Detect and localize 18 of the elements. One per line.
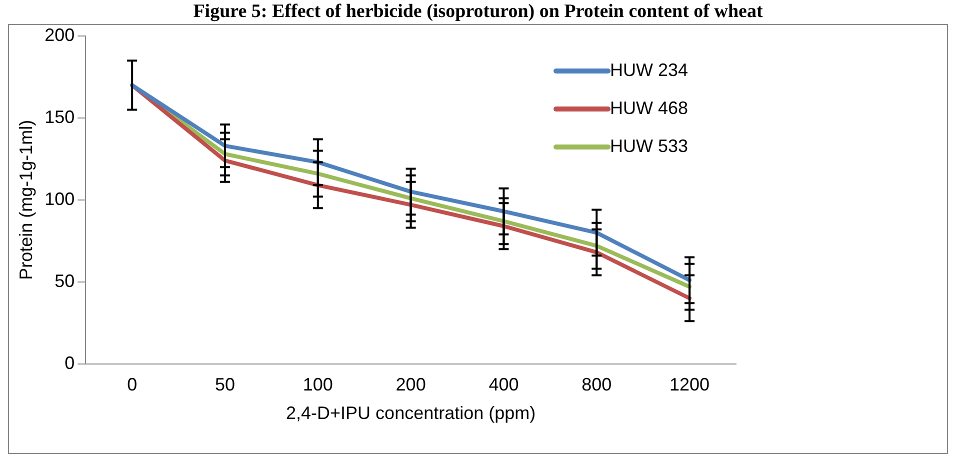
y-tick-label: 150 [44, 106, 75, 127]
x-tick-label: 0 [127, 374, 138, 395]
x-axis-title: 2,4-D+IPU concentration (ppm) [286, 403, 536, 424]
x-tick-label: 1200 [670, 374, 710, 395]
y-tick-label: 100 [44, 188, 75, 209]
legend-label: HUW 234 [610, 60, 688, 80]
legend-label: HUW 468 [610, 98, 688, 118]
y-axis-title: Protein (mg-1g-1ml) [16, 120, 36, 280]
y-tick-label: 50 [54, 270, 75, 291]
y-tick-label: 200 [44, 24, 75, 45]
x-tick-label: 400 [488, 374, 519, 395]
x-tick-label: 200 [396, 374, 426, 395]
legend-label: HUW 533 [610, 136, 688, 156]
y-tick-label: 0 [64, 352, 75, 373]
chart-title: Figure 5: Effect of herbicide (isoproturon) on Protein content of wheat [192, 0, 764, 24]
x-tick-label: 100 [302, 374, 333, 395]
x-tick-label: 50 [214, 374, 236, 395]
x-tick-label: 800 [582, 374, 612, 395]
